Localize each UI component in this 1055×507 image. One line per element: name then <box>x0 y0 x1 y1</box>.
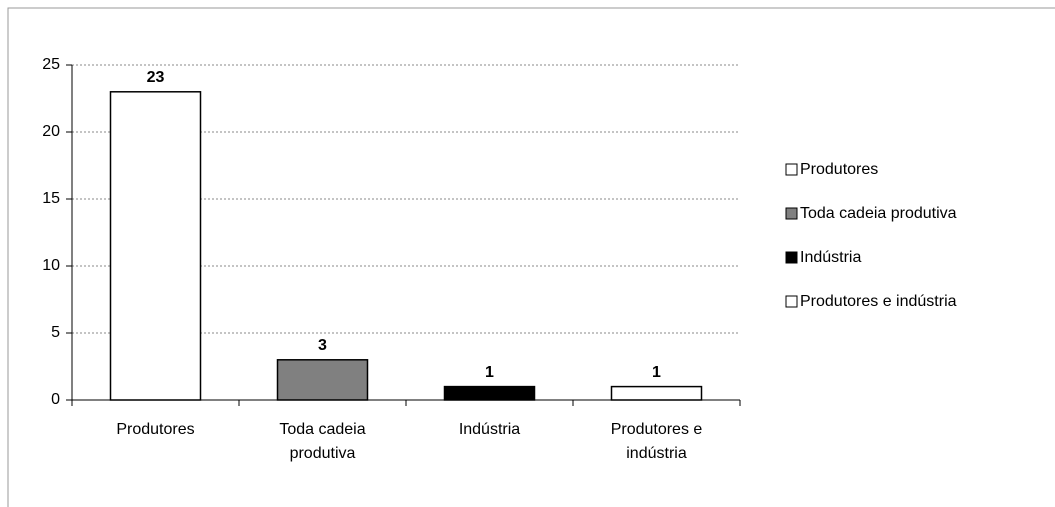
legend-swatch <box>785 251 798 264</box>
x-tick-label: Produtores e indústria <box>610 421 703 462</box>
x-tick-label: Indústria <box>458 421 521 438</box>
legend-label: Produtores <box>800 161 878 178</box>
y-tick-label: 5 <box>51 324 60 341</box>
bar <box>610 385 703 401</box>
bar <box>276 359 369 401</box>
legend-swatch <box>785 295 798 308</box>
frame <box>7 7 1055 507</box>
y-tick-label: 25 <box>42 56 60 73</box>
legend-label: Toda cadeia produtiva <box>800 205 957 222</box>
y-tick-label: 15 <box>42 190 60 207</box>
legend-swatch <box>785 207 798 220</box>
data-label: 1 <box>485 364 494 381</box>
bar <box>109 91 202 401</box>
legend-label: Indústria <box>800 249 861 266</box>
y-tick-label: 0 <box>51 391 60 408</box>
y-tick-label: 10 <box>42 257 60 274</box>
bar <box>443 385 536 401</box>
legend-label: Produtores e indústria <box>800 293 957 310</box>
legend-swatch <box>785 163 798 176</box>
y-tick-label: 20 <box>42 123 60 140</box>
x-tick-label: Toda cadeia produtiva <box>279 421 366 462</box>
x-tick-label: Produtores <box>116 421 195 438</box>
data-label: 23 <box>147 69 165 86</box>
data-label: 1 <box>652 364 661 381</box>
data-label: 3 <box>318 337 327 354</box>
